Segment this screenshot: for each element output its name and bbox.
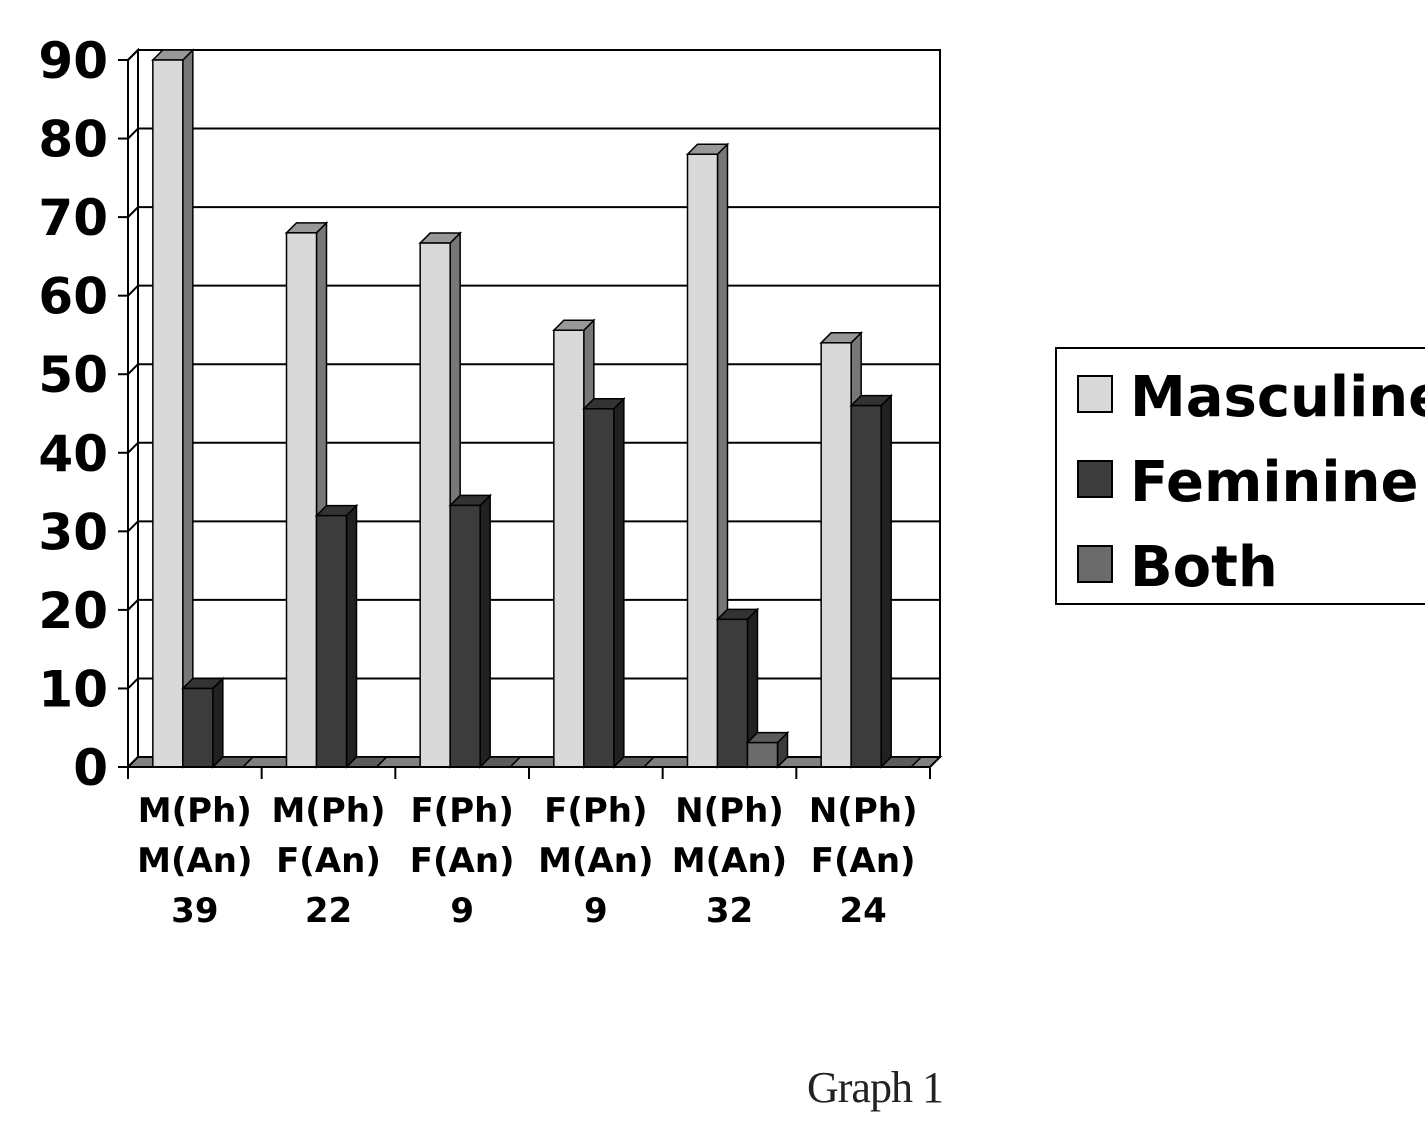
x-tick-label: 24 (840, 891, 887, 931)
y-tick-label: 20 (38, 582, 108, 640)
bar-feminine (314, 503, 359, 769)
bar-side (613, 396, 625, 769)
gridline-side (127, 284, 139, 297)
bar-feminine (582, 396, 626, 769)
legend-label: Feminine (1130, 450, 1418, 515)
legend-swatch (1077, 545, 1113, 583)
bar-side (479, 493, 491, 769)
x-tick-label: F(An) (410, 841, 515, 881)
figure-caption: Graph 1 (807, 1063, 944, 1112)
bar-side (212, 676, 224, 769)
gridline-side (127, 127, 139, 140)
x-tick-label: M(An) (137, 841, 252, 881)
gridline-side (127, 363, 139, 375)
bar-side (880, 393, 892, 769)
legend-label: Both (1130, 535, 1278, 600)
back-wall (137, 49, 941, 758)
bar-masculine (685, 142, 730, 769)
gridline-side (127, 520, 139, 533)
legend: Masculine Feminine Both (1055, 347, 1425, 605)
bar-front (449, 504, 481, 768)
bar-masculine (151, 48, 195, 769)
bar-front (716, 618, 749, 768)
x-tick-label: F(Ph) (410, 791, 513, 831)
gridline-side (127, 442, 139, 454)
bar-front (315, 514, 348, 768)
bar-front (820, 342, 852, 768)
x-tick-label: 39 (171, 891, 218, 931)
x-tick-label: F(Ph) (544, 791, 647, 831)
bar-front (686, 153, 719, 768)
gridline-side (127, 677, 139, 690)
gridline-side (127, 49, 139, 61)
gridlines (127, 49, 940, 690)
y-tick-label: 90 (38, 32, 108, 90)
x-tick-label: 22 (305, 891, 352, 931)
x-tick-label: F(An) (276, 841, 381, 881)
x-tick-label: 9 (584, 891, 608, 931)
bar-front (746, 741, 779, 768)
x-tick-label: M(Ph) (271, 791, 385, 831)
y-tick-label: 50 (38, 346, 108, 404)
x-axis-ticks: M(Ph) M(An) 39 M(Ph) F(An) 22 F(Ph) F(An) 9 F(Ph)… (127, 767, 931, 931)
x-tick-label: M(Ph) (138, 791, 252, 831)
legend-swatch (1077, 460, 1113, 498)
x-tick-label: M(An) (672, 841, 787, 881)
y-tick-label: 80 (38, 111, 108, 169)
y-axis-ticks: 0 10 20 30 40 50 60 70 80 90 (38, 32, 128, 797)
x-tick-label: F(An) (811, 841, 916, 881)
y-tick-label: 0 (73, 739, 108, 797)
bar-feminine (849, 393, 893, 769)
bar-side (182, 48, 194, 769)
bar-front (850, 404, 882, 768)
gridline-side (127, 599, 139, 611)
x-tick-label: M(An) (538, 841, 653, 881)
bar-front (553, 329, 585, 768)
y-tick-label: 40 (38, 425, 108, 483)
bar-front (583, 408, 615, 768)
y-tick-label: 10 (38, 660, 108, 718)
bar-front (182, 687, 214, 768)
x-tick-label: 32 (706, 891, 753, 931)
bars (151, 48, 923, 769)
chart-walls (125, 47, 943, 770)
bar-both (478, 756, 522, 768)
legend-swatch (1077, 375, 1113, 413)
y-tick-label: 30 (38, 503, 108, 561)
y-tick-label: 70 (38, 189, 108, 247)
bar-feminine (448, 493, 492, 769)
x-tick-label: N(Ph) (809, 791, 918, 831)
bar-feminine (715, 607, 760, 769)
legend-box (1055, 347, 1425, 605)
bar-front (152, 59, 184, 768)
bar-side (345, 503, 358, 769)
y-tick-label: 60 (38, 268, 108, 326)
bar-front (419, 242, 451, 768)
side-wall (127, 47, 139, 770)
x-tick-label: N(Ph) (675, 791, 784, 831)
gridline-side (127, 206, 139, 218)
bar-front (285, 232, 318, 768)
x-tick-label: 9 (450, 891, 474, 931)
legend-label: Masculine (1130, 365, 1425, 430)
bar-both (745, 730, 790, 769)
bar-feminine (181, 676, 225, 769)
